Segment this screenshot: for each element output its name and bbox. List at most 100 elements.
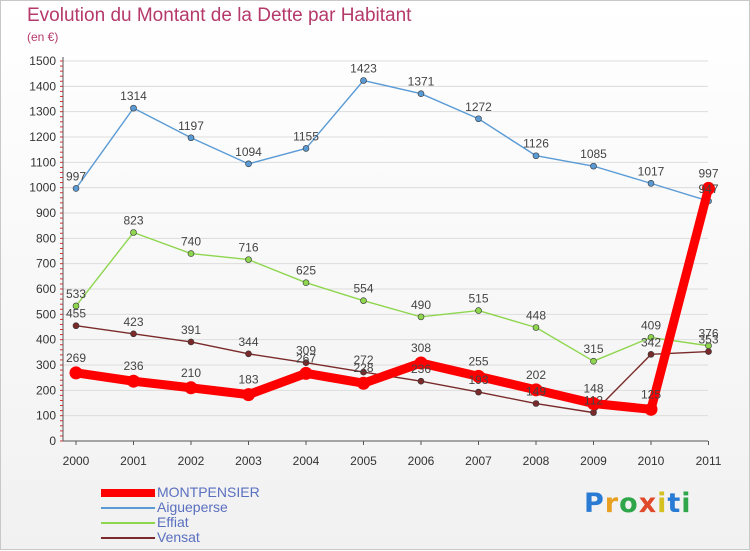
data-label: 423 [123, 315, 143, 329]
y-tick-label: 300 [36, 358, 56, 372]
data-point [475, 307, 482, 314]
data-label: 344 [238, 335, 258, 349]
data-label: 236 [123, 359, 143, 373]
x-tick-label: 2011 [696, 454, 722, 468]
y-tick-label: 600 [36, 282, 56, 296]
data-label: 823 [123, 214, 143, 228]
data-point [360, 297, 367, 304]
x-tick-label: 2004 [293, 454, 320, 468]
data-label: 1423 [350, 62, 377, 76]
data-label: 202 [526, 368, 546, 382]
data-label: 267 [296, 351, 316, 365]
logo-letter: P [584, 488, 605, 519]
data-point [245, 350, 252, 358]
x-tick-label: 2002 [178, 454, 205, 468]
y-tick-label: 1400 [29, 79, 56, 93]
data-point [245, 160, 252, 168]
legend-swatch [101, 506, 155, 509]
data-point [529, 383, 543, 397]
data-point [187, 338, 195, 346]
data-label: 455 [66, 307, 86, 321]
data-point [647, 351, 655, 358]
data-point [360, 368, 367, 376]
data-label: 448 [526, 309, 546, 323]
chart-unit-label: (en €) [27, 30, 59, 44]
y-tick-label: 1100 [30, 155, 56, 169]
data-label: 1314 [120, 89, 147, 103]
data-label: 409 [641, 318, 661, 332]
legend-label: MONTPENSIER [157, 484, 260, 500]
series-line-montpensier [71, 183, 713, 414]
logo-letter: r [604, 488, 620, 519]
data-label: 308 [411, 341, 431, 355]
data-label: 149 [526, 385, 546, 399]
data-point [532, 400, 540, 407]
data-point [302, 359, 310, 367]
data-point [130, 330, 137, 338]
data-point [472, 369, 485, 383]
y-tick-label: 500 [36, 307, 56, 321]
data-label: 625 [296, 264, 316, 278]
data-label: 183 [238, 373, 258, 387]
data-label: 1085 [580, 147, 607, 161]
data-point [72, 185, 80, 192]
legend-swatch [101, 536, 155, 539]
proxiti-logo: Proxiti [584, 488, 692, 519]
data-label: 376 [698, 327, 718, 341]
data-point [532, 324, 540, 331]
logo-letter: i [657, 488, 668, 519]
data-label: 269 [66, 351, 86, 365]
legend-item: Aigueperse [101, 500, 260, 515]
x-tick-label: 2010 [638, 454, 665, 468]
x-tick-label: 2008 [523, 454, 550, 468]
x-tick-label: 2005 [350, 454, 377, 468]
data-label: 515 [468, 292, 488, 306]
data-point [590, 409, 597, 416]
data-label: 740 [181, 235, 201, 249]
data-point [590, 162, 597, 170]
legend-label: Effiat [157, 514, 189, 530]
data-point [587, 397, 600, 411]
data-point [417, 377, 425, 385]
data-point [360, 77, 367, 84]
data-point [705, 348, 712, 355]
data-label: 255 [468, 354, 488, 368]
data-point [644, 402, 658, 416]
y-tick-label: 800 [36, 231, 56, 245]
data-point [302, 145, 310, 152]
x-tick-label: 2007 [465, 454, 492, 468]
data-label: 490 [411, 298, 431, 312]
data-point [72, 302, 80, 310]
data-point [245, 256, 252, 263]
data-label: 315 [583, 342, 603, 356]
data-label: 1094 [235, 145, 262, 159]
data-point [590, 357, 597, 365]
data-point [187, 250, 195, 257]
y-tick-label: 400 [36, 333, 56, 347]
data-label: 391 [181, 323, 201, 337]
data-label: 716 [238, 241, 258, 255]
data-point [532, 152, 540, 160]
data-point [475, 388, 482, 396]
data-label: 997 [66, 169, 86, 183]
y-tick-label: 100 [36, 409, 56, 423]
data-point [130, 229, 137, 236]
data-label: 353 [698, 333, 718, 347]
y-tick-label: 200 [36, 383, 56, 397]
data-label: 947 [698, 182, 718, 196]
legend: MONTPENSIER Aigueperse Effiat Vensat [101, 485, 260, 545]
data-point [187, 134, 195, 142]
data-point [130, 104, 137, 112]
data-label: 272 [353, 353, 373, 367]
data-label: 1272 [465, 100, 492, 114]
x-tick-label: 2006 [408, 454, 435, 468]
series-line-aigueperse [75, 79, 710, 202]
y-tick-label: 1300 [29, 105, 56, 119]
data-point [417, 313, 425, 321]
data-label: 1371 [408, 75, 435, 89]
data-point [299, 366, 313, 380]
y-tick-label: 0 [49, 434, 56, 448]
chart-title: Evolution du Montant de la Dette par Hab… [27, 5, 412, 26]
legend-swatch [101, 488, 155, 497]
